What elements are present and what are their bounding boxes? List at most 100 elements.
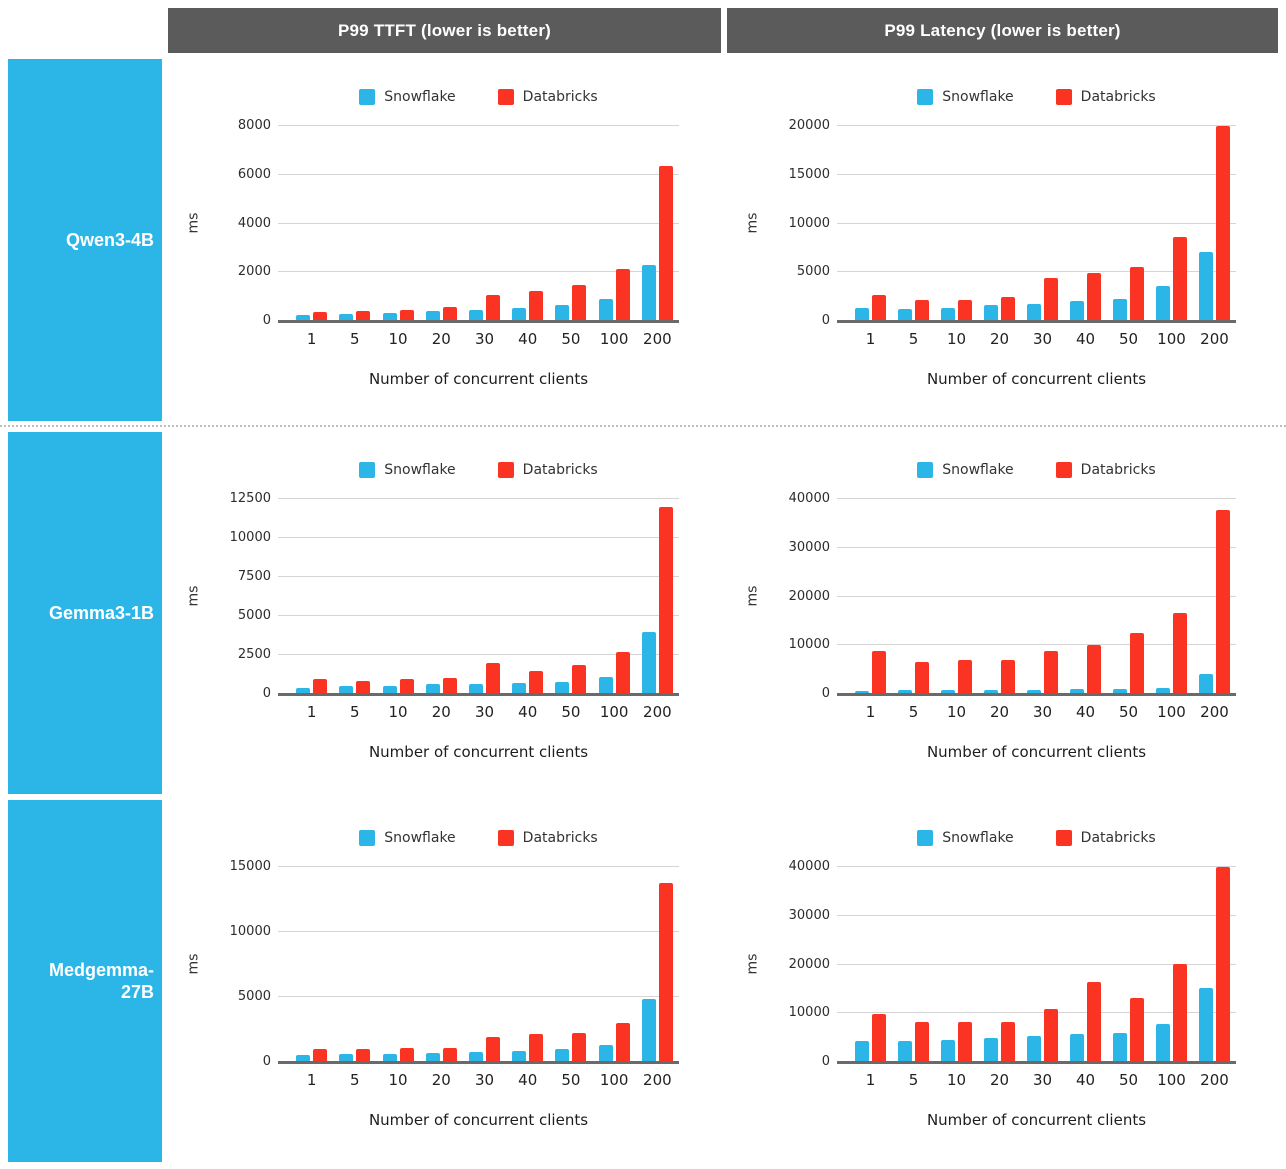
legend-label: Snowflake xyxy=(384,462,456,478)
y-tick-label: 10000 xyxy=(788,1005,830,1021)
chart-legend: Snowflake Databricks xyxy=(837,461,1236,479)
bar-group xyxy=(892,125,935,320)
bar-databricks xyxy=(1216,867,1230,1061)
gridline xyxy=(278,654,679,655)
y-axis-title: ms xyxy=(168,866,218,1061)
bar-databricks xyxy=(658,507,673,693)
bar-snowflake xyxy=(984,305,998,320)
y-axis-title-text: ms xyxy=(744,585,760,606)
legend-label: Databricks xyxy=(1080,462,1156,478)
bar-group xyxy=(849,866,892,1061)
y-axis-ticks: 0 10000 20000 30000 40000 xyxy=(777,491,837,701)
x-tick-label: 10 xyxy=(946,330,967,348)
bar-group xyxy=(420,125,463,320)
gridline xyxy=(837,644,1236,646)
chart-qwen3-4b-p99-ttft: Snowflake Databricks ms 0 2000 4000 6000 8000 1 5… xyxy=(168,59,721,421)
gridline xyxy=(837,271,1236,273)
bar-group xyxy=(1064,125,1107,320)
bar-group xyxy=(1064,866,1107,1061)
bar-databricks xyxy=(529,1034,544,1061)
bar-snowflake xyxy=(1156,688,1170,693)
bar-snowflake xyxy=(598,1045,613,1061)
x-tick-label: 30 xyxy=(474,330,495,348)
bar-snowflake xyxy=(339,686,354,693)
legend-item-snowflake: Snowflake xyxy=(917,830,1014,846)
plot-column: 1 5 10 20 30 40 50 100 200 xyxy=(837,866,1236,1089)
plot-area xyxy=(837,498,1236,696)
bar-databricks xyxy=(1044,651,1058,693)
legend-label: Databricks xyxy=(1080,830,1156,846)
bar-snowflake xyxy=(984,690,998,693)
x-tick-label: 50 xyxy=(561,1071,581,1089)
legend-swatch-databricks xyxy=(1055,89,1072,105)
x-tick-label: 40 xyxy=(518,1071,538,1089)
bar-group xyxy=(1150,498,1193,693)
chart-legend: Snowflake Databricks xyxy=(278,88,679,106)
x-tick-label: 10 xyxy=(388,1071,408,1089)
bar-group xyxy=(935,125,978,320)
bar-snowflake xyxy=(382,313,397,320)
y-tick-label: 15000 xyxy=(229,859,271,874)
y-tick-label: 6000 xyxy=(237,166,271,182)
gridline xyxy=(278,615,679,616)
y-tick-label: 5000 xyxy=(237,989,271,1004)
x-axis-ticks: 1 5 10 20 30 40 50 100 200 xyxy=(837,703,1236,721)
bar-groups xyxy=(278,866,679,1061)
x-tick-label: 100 xyxy=(599,1071,629,1089)
legend-item-snowflake: Snowflake xyxy=(359,89,456,105)
y-tick-label: 0 xyxy=(262,1054,271,1069)
bar-snowflake xyxy=(555,305,570,320)
x-axis-title: Number of concurrent clients xyxy=(926,370,1147,388)
bar-group xyxy=(463,125,506,320)
bar-group xyxy=(506,866,549,1061)
corner-spacer xyxy=(8,8,162,53)
bar-databricks xyxy=(615,269,630,320)
bar-databricks xyxy=(1216,126,1230,320)
plot-column: 1 5 10 20 30 40 50 100 200 xyxy=(278,498,679,721)
bar-group xyxy=(1107,125,1150,320)
legend-label: Snowflake xyxy=(942,830,1014,846)
bar-snowflake xyxy=(296,315,311,320)
bar-databricks xyxy=(1173,613,1187,693)
legend-label: Snowflake xyxy=(942,89,1014,105)
legend-swatch-snowflake xyxy=(917,830,934,846)
bar-snowflake xyxy=(1113,299,1127,320)
y-tick-label: 0 xyxy=(821,313,830,328)
gridline xyxy=(278,931,679,932)
legend-label: Snowflake xyxy=(384,830,456,846)
legend-item-snowflake: Snowflake xyxy=(917,462,1014,478)
bar-snowflake xyxy=(641,632,656,693)
x-tick-label: 1 xyxy=(865,703,876,721)
x-tick-label: 50 xyxy=(1118,1071,1139,1089)
x-axis-title: Number of concurrent clients xyxy=(926,1111,1147,1129)
bar-databricks xyxy=(529,671,544,693)
legend-item-databricks: Databricks xyxy=(1055,830,1156,846)
y-tick-label: 5000 xyxy=(237,608,271,623)
bar-databricks xyxy=(572,665,587,693)
row-gemma3-1b: Gemma3-1B Snowflake Databricks ms 0 2500 5000… xyxy=(8,432,1278,794)
row-qwen3-4b: Qwen3-4B Snowflake Databricks ms 0 2000 4000 6… xyxy=(8,59,1278,421)
plot-area xyxy=(278,125,679,323)
bar-snowflake xyxy=(855,308,869,320)
bar-snowflake xyxy=(1199,988,1213,1061)
x-tick-label: 5 xyxy=(908,703,919,721)
bar-databricks xyxy=(1087,645,1101,693)
plot-area xyxy=(837,866,1236,1064)
y-tick-label: 0 xyxy=(821,1054,830,1069)
bar-databricks xyxy=(1044,278,1058,320)
bar-databricks xyxy=(1001,1022,1015,1061)
bar-group xyxy=(1193,498,1236,693)
bar-databricks xyxy=(1130,633,1144,693)
bar-databricks xyxy=(399,310,414,320)
legend-item-databricks: Databricks xyxy=(1055,89,1156,105)
bar-databricks xyxy=(356,1049,371,1061)
chart-body: ms 0 2000 4000 6000 8000 1 5 10 20 30 40 50 100 200 xyxy=(168,118,721,348)
bar-group xyxy=(463,498,506,693)
x-tick-label: 40 xyxy=(518,330,538,348)
bar-snowflake xyxy=(468,684,483,693)
bar-group xyxy=(593,498,636,693)
bar-group xyxy=(892,498,935,693)
chart-body: ms 0 5000 10000 15000 1 5 10 20 30 40 50 100 200 xyxy=(168,859,721,1089)
bar-snowflake xyxy=(941,1040,955,1061)
row-medgemma-27b: Medgemma- 27B Snowflake Databricks ms 0 5000… xyxy=(8,800,1278,1162)
